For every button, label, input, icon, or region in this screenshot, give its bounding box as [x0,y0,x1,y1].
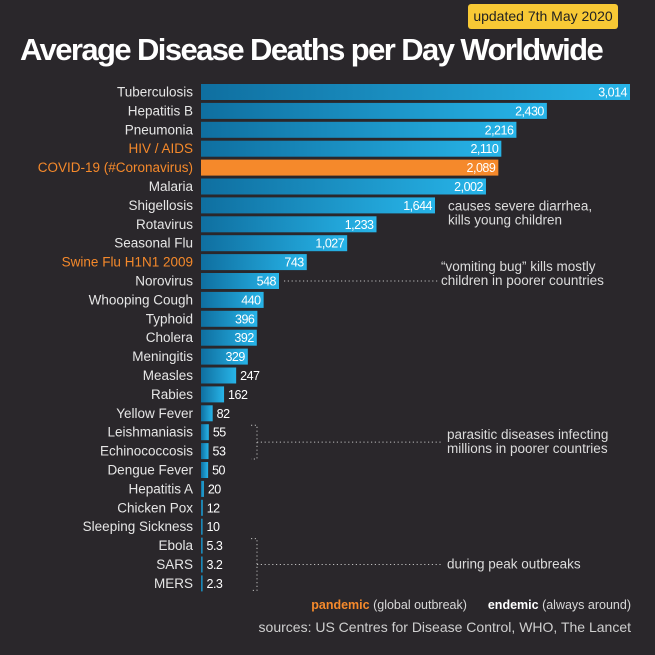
bar-hepatitis-a [201,480,204,497]
bar-shigellosis [201,197,435,214]
label-hiv-aids: HIV / AIDS [128,141,193,156]
value-yellow-fever: 82 [217,407,230,421]
value-tuberculosis: 3,014 [598,86,627,100]
bar-sleeping-sickness [201,518,203,535]
label-rotavirus: Rotavirus [136,217,193,232]
value-leishmaniasis: 55 [213,426,226,440]
bar-rotavirus [201,216,377,233]
value-meningitis: 329 [225,350,245,364]
value-malaria: 2,002 [454,180,483,194]
bar-seasonal-flu [201,235,348,252]
value-whooping-cough: 440 [241,293,261,307]
bar-malaria [201,178,486,195]
value-measles: 247 [240,369,260,383]
label-hepatitis-b: Hepatitis B [128,103,193,118]
legend: pandemic (global outbreak) endemic (alwa… [0,598,631,612]
bar-chart: Tuberculosis 3,014 Hepatitis B 2,430 Pneumon… [38,84,630,592]
label-mers: MERS [154,576,193,591]
legend-pandemic: pandemic [311,598,370,612]
label-echinococcosis: Echinococcosis [100,444,193,459]
value-seasonal-flu: 1,027 [315,237,344,251]
bar-hepatitis-b [201,102,547,119]
annotation-outbreaks: during peak outbreaks [447,557,581,572]
chart-title: Average Disease Deaths per Day Worldwide [20,32,604,67]
bar-meningitis [201,348,248,365]
label-whooping-cough: Whooping Cough [89,292,193,307]
value-cholera: 392 [234,331,254,345]
bar-dengue-fever [201,462,209,478]
bar-hiv-aids [201,140,502,157]
bar-whooping-cough [201,291,264,308]
label-yellow-fever: Yellow Fever [116,406,193,421]
value-swine-flu-h1n1-2009: 743 [284,256,304,270]
label-typhoid: Typhoid [146,311,193,326]
label-leishmaniasis: Leishmaniasis [107,425,193,440]
value-sars: 3.2 [207,558,223,572]
bar-pneumonia [201,121,517,138]
updated-badge: updated 7th May 2020 [468,4,618,29]
label-meningitis: Meningitis [132,349,193,364]
bar-chicken-pox [201,499,203,516]
label-norovirus: Norovirus [135,274,193,289]
bar-swine-flu-h1n1-2009 [201,254,307,271]
bar-rabies [201,386,225,403]
value-chicken-pox: 12 [207,501,220,515]
value-dengue-fever: 50 [212,464,225,478]
bar-sars [201,556,203,573]
label-dengue-fever: Dengue Fever [107,463,193,478]
value-sleeping-sickness: 10 [207,520,220,534]
value-hepatitis-b: 2,430 [515,104,544,118]
value-hepatitis-a: 20 [208,482,221,496]
bar-echinococcosis [201,443,209,460]
label-rabies: Rabies [151,387,193,402]
value-mers: 2.3 [207,577,223,591]
bar-tuberculosis [201,84,630,100]
label-hepatitis-a: Hepatitis A [128,481,193,496]
legend-endemic: endemic [487,598,539,612]
legend-pandemic-desc: (global outbreak) [373,598,467,612]
value-ebola: 5.3 [207,539,223,553]
legend-endemic-desc: (always around) [542,598,631,612]
bar-covid-19-coronavirus [201,159,499,176]
bar-norovirus [201,273,279,289]
label-cholera: Cholera [146,330,194,345]
value-shigellosis: 1,644 [403,199,432,213]
value-norovirus: 548 [257,275,277,289]
value-rotavirus: 1,233 [345,218,374,232]
value-typhoid: 396 [235,312,255,326]
bar-mers [201,575,203,592]
bar-cholera [201,329,257,346]
label-chicken-pox: Chicken Pox [117,500,193,515]
label-measles: Measles [143,368,194,383]
label-malaria: Malaria [149,179,194,194]
label-seasonal-flu: Seasonal Flu [114,236,193,251]
sources-text: sources: US Centres for Disease Control,… [258,619,631,635]
bar-ebola [201,537,203,554]
label-shigellosis: Shigellosis [128,198,193,213]
annotation-parasitic: parasitic diseases infecting millions in … [447,427,608,456]
label-pneumonia: Pneumonia [125,122,194,137]
label-sars: SARS [156,557,193,572]
value-pneumonia: 2,216 [485,123,514,137]
bar-leishmaniasis [201,424,209,441]
label-ebola: Ebola [158,538,193,553]
value-hiv-aids: 2,110 [470,142,498,156]
label-sleeping-sickness: Sleeping Sickness [83,519,194,534]
value-rabies: 162 [228,388,248,402]
label-tuberculosis: Tuberculosis [117,85,193,100]
annotation-shigellosis: causes severe diarrhea, kills young child… [448,198,592,227]
annotation-norovirus: “vomiting bug” kills mostly children in p… [441,259,604,288]
value-echinococcosis: 53 [213,445,226,459]
bar-measles [201,367,237,384]
bar-typhoid [201,310,258,327]
value-covid-19-coronavirus: 2,089 [467,161,496,175]
bar-yellow-fever [201,405,213,422]
label-covid-19-coronavirus: COVID-19 (#Coronavirus) [38,160,193,175]
label-swine-flu-h1n1-2009: Swine Flu H1N1 2009 [62,255,193,270]
